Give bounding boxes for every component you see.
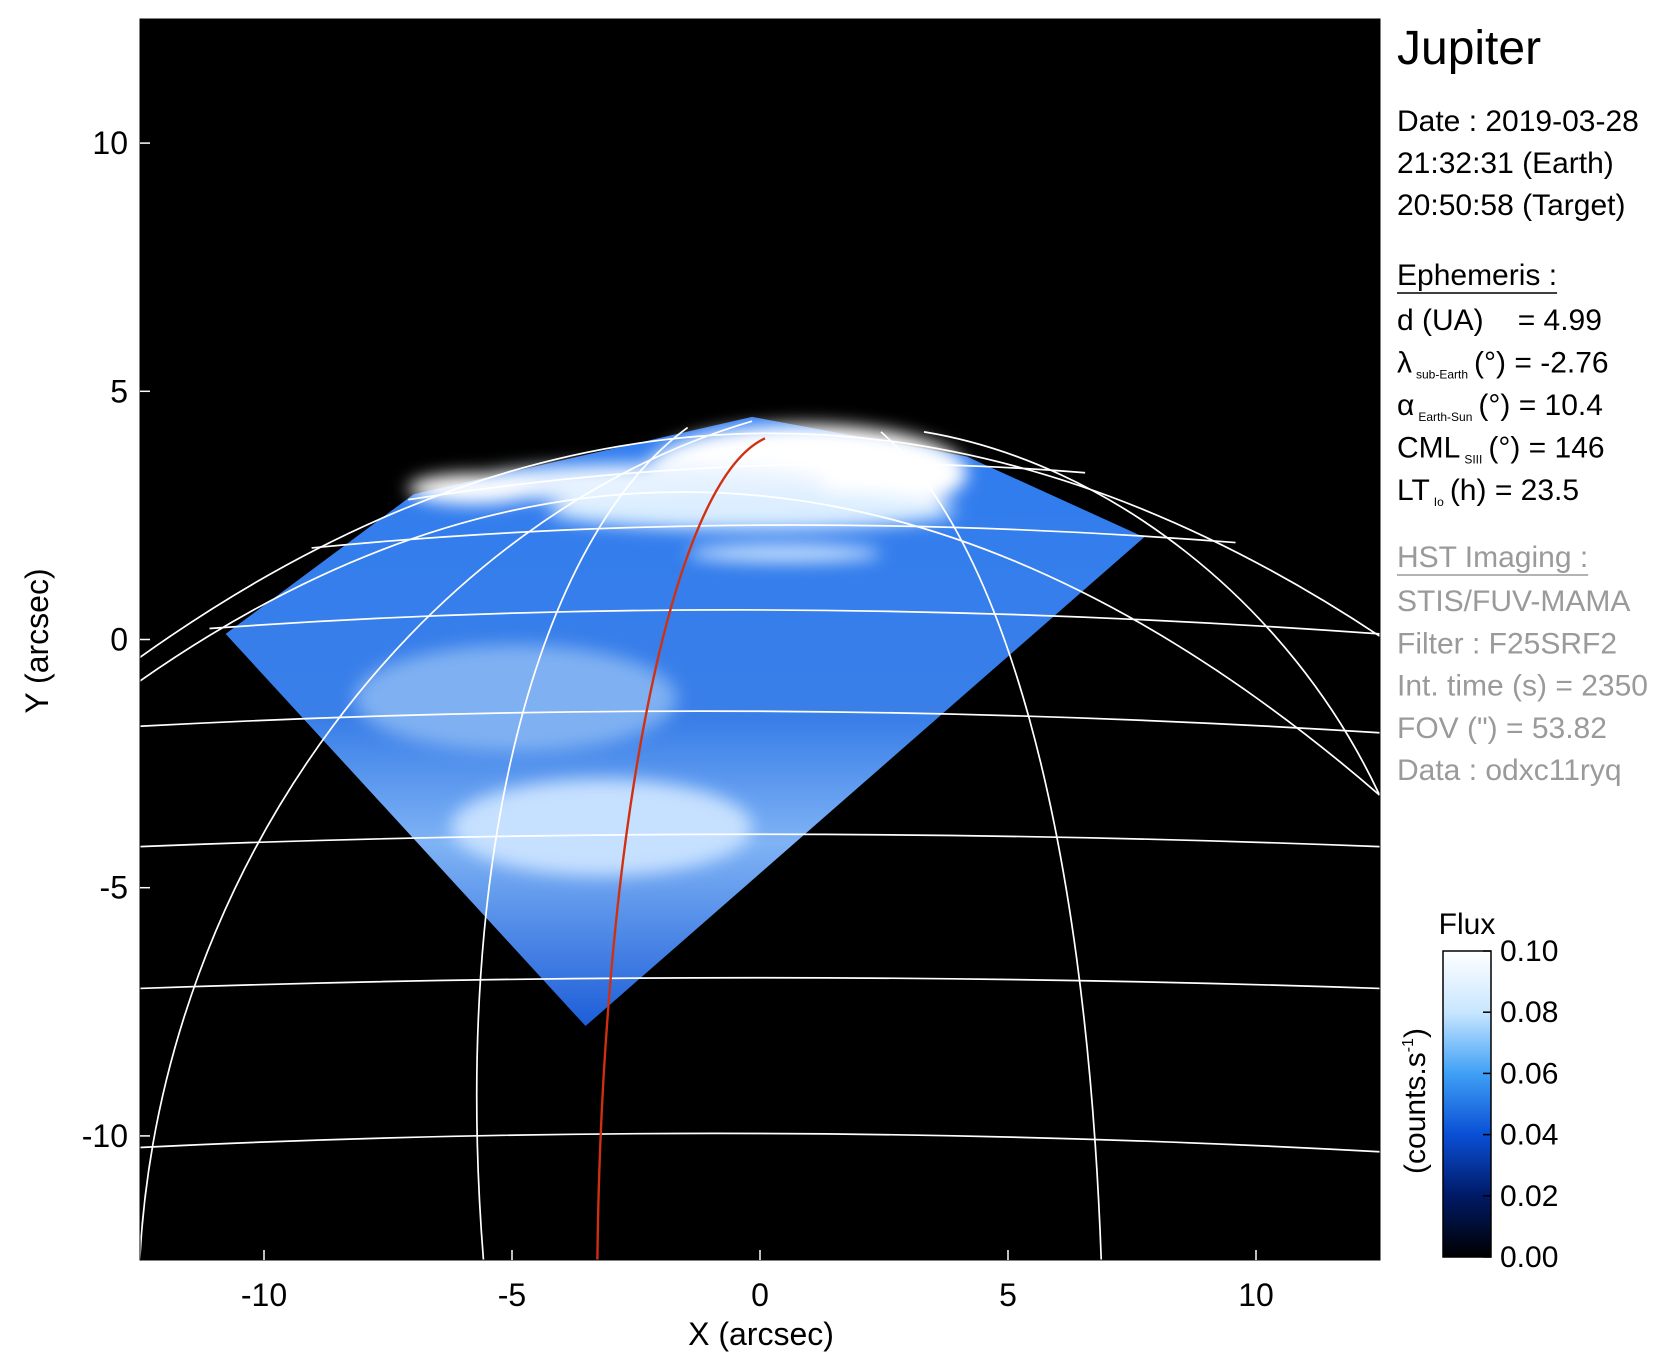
- ephemeris-symbol: CML: [1397, 432, 1460, 465]
- image: [139, 19, 1380, 1261]
- ephemeris-value: (°) = 146: [1488, 432, 1604, 465]
- ephemeris-subscript: Io: [1434, 495, 1444, 509]
- colorbar-label-sup: -1: [1400, 1038, 1417, 1052]
- colorbar-tick-label: 0.06: [1500, 1057, 1558, 1090]
- ephemeris-subscript: SIII: [1464, 453, 1482, 467]
- colorbar-tick-label: 0.08: [1500, 996, 1558, 1029]
- colorbar-label-text: (counts.s: [1399, 1052, 1432, 1174]
- ephemeris-value: (°) = 10.4: [1478, 389, 1603, 422]
- ephemeris-subscript: sub-Earth: [1416, 368, 1468, 382]
- x-tick-label: -10: [241, 1277, 287, 1313]
- ephemeris-item: LT Io (h) = 23.5: [1397, 474, 1579, 509]
- ephemeris-symbol: α: [1397, 389, 1414, 422]
- hst-line: STIS/FUV-MAMA: [1397, 585, 1630, 618]
- aurora: [354, 424, 967, 876]
- hst-line: Filter : F25SRF2: [1397, 627, 1617, 660]
- colorbar-tick-label: 0.04: [1500, 1119, 1558, 1152]
- colorbar-title: Flux: [1439, 908, 1496, 941]
- central-meridian: [596, 437, 766, 1261]
- ephemeris-value: = 4.99: [1518, 304, 1602, 337]
- x-tick-label: 5: [999, 1277, 1017, 1313]
- colorbar-label-end: ): [1399, 1028, 1432, 1038]
- x-axis-label: X (arcsec): [688, 1316, 834, 1352]
- y-tick-label: 10: [92, 125, 128, 161]
- fov: [225, 416, 1145, 1027]
- title: Jupiter: [1397, 22, 1541, 75]
- colorbar: [1442, 950, 1492, 1258]
- colorbar-tick-label: 0.10: [1500, 935, 1558, 968]
- hst-line: Int. time (s) = 2350: [1397, 670, 1648, 703]
- ephemeris-item: d (UA) = 4.99: [1397, 304, 1602, 337]
- ephemeris-symbol: LT: [1397, 474, 1430, 507]
- colorbar-label: (counts.s-1): [1399, 1028, 1432, 1174]
- grid-overlay: [139, 420, 1380, 1261]
- y-tick-label: -10: [82, 1118, 128, 1154]
- x-tick-label: 0: [751, 1277, 769, 1313]
- ephemeris-subscript: Earth-Sun: [1418, 410, 1472, 424]
- colorbar-tick-label: 0.00: [1500, 1241, 1558, 1274]
- hst-title: HST Imaging :: [1397, 541, 1588, 574]
- ephemeris-item: λ sub-Earth (°) = -2.76: [1397, 347, 1609, 382]
- ephemeris-item: α Earth-Sun (°) = 10.4: [1397, 389, 1603, 424]
- date-line: Date : 2019-03-28: [1397, 105, 1639, 138]
- x-tick-label: 10: [1238, 1277, 1274, 1313]
- x-tick-label: -5: [498, 1277, 526, 1313]
- hst-line: FOV (") = 53.82: [1397, 712, 1607, 745]
- hst-line: Data : odxc11ryq: [1397, 754, 1622, 787]
- ephemeris-value: (h) = 23.5: [1450, 474, 1579, 507]
- ephemeris-symbol: λ: [1397, 347, 1412, 380]
- y-tick-label: 5: [110, 373, 128, 409]
- ephemeris-value: (°) = -2.76: [1474, 347, 1609, 380]
- ephemeris-title: Ephemeris :: [1397, 259, 1557, 292]
- colorbar-tick-label: 0.02: [1500, 1180, 1558, 1213]
- date-line: 20:50:58 (Target): [1397, 189, 1625, 222]
- ephemeris-item: CML SIII (°) = 146: [1397, 432, 1605, 467]
- y-tick-label: -5: [100, 870, 128, 906]
- date-line: 21:32:31 (Earth): [1397, 147, 1614, 180]
- ephemeris-symbol: d (UA): [1397, 304, 1484, 337]
- y-tick-label: 0: [110, 622, 128, 658]
- y-axis-label: Y (arcsec): [19, 568, 55, 713]
